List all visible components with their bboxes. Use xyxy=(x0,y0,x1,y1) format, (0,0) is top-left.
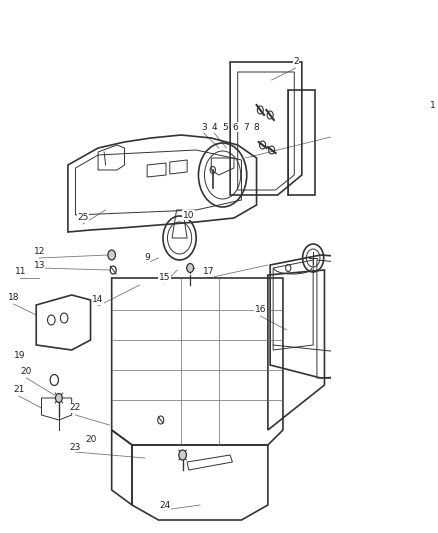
Text: 14: 14 xyxy=(92,295,104,304)
Text: 21: 21 xyxy=(13,385,25,394)
Text: 16: 16 xyxy=(254,305,266,314)
Text: 23: 23 xyxy=(70,442,81,451)
Text: 13: 13 xyxy=(33,261,45,270)
Text: 18: 18 xyxy=(8,294,19,303)
Text: 20: 20 xyxy=(85,435,96,445)
Text: 20: 20 xyxy=(21,367,32,376)
Text: 3: 3 xyxy=(201,123,207,132)
Text: 5: 5 xyxy=(222,123,228,132)
Circle shape xyxy=(56,393,62,402)
Circle shape xyxy=(179,450,187,460)
Text: 10: 10 xyxy=(183,211,194,220)
Text: 22: 22 xyxy=(70,403,81,413)
Text: 24: 24 xyxy=(159,500,170,510)
Text: 9: 9 xyxy=(144,254,150,262)
Text: 8: 8 xyxy=(254,123,259,132)
Text: 7: 7 xyxy=(243,123,249,132)
Text: 11: 11 xyxy=(14,268,26,277)
Text: 15: 15 xyxy=(159,273,170,282)
Text: 25: 25 xyxy=(78,214,88,222)
Circle shape xyxy=(108,250,116,260)
Text: 17: 17 xyxy=(202,268,214,277)
Text: 6: 6 xyxy=(233,123,238,132)
Text: 12: 12 xyxy=(34,247,45,256)
Text: 4: 4 xyxy=(212,123,217,132)
Text: 1: 1 xyxy=(430,101,435,109)
Text: 2: 2 xyxy=(293,58,299,67)
Circle shape xyxy=(187,263,194,272)
Text: 19: 19 xyxy=(14,351,25,359)
